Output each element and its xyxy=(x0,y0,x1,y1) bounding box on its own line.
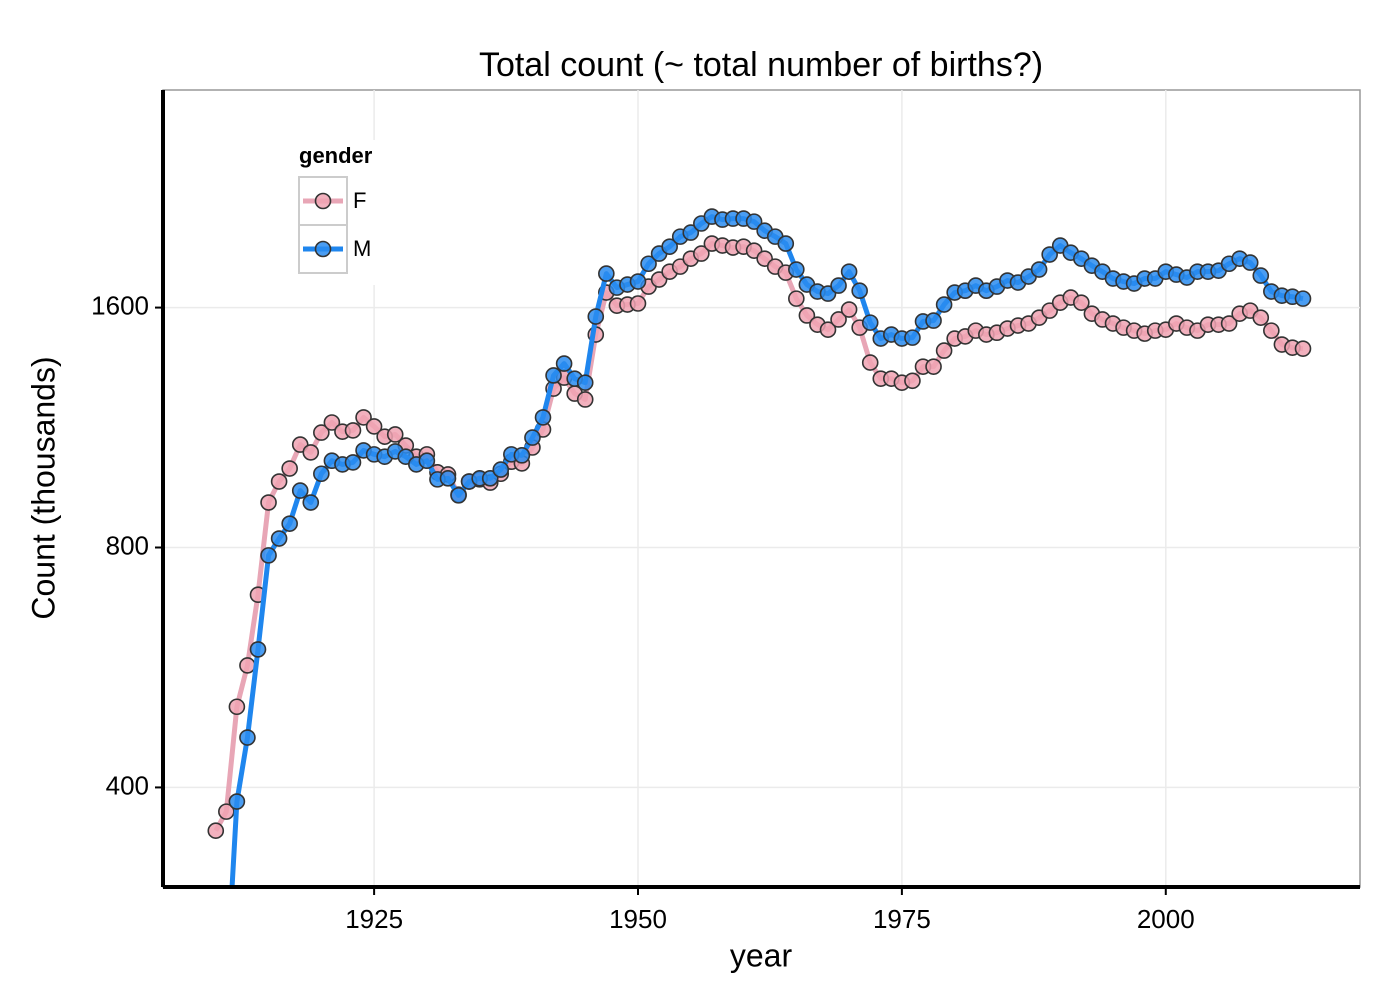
data-point xyxy=(418,452,436,470)
data-point xyxy=(925,358,942,375)
chart-title: Total count (~ total number of births?) xyxy=(479,46,1043,84)
data-point xyxy=(1294,340,1312,357)
data-point xyxy=(819,321,837,338)
marks xyxy=(207,208,1312,996)
data-point xyxy=(598,265,615,282)
data-point xyxy=(281,515,298,532)
data-point xyxy=(745,213,763,230)
data-point xyxy=(313,424,330,441)
data-point xyxy=(302,494,320,511)
x-tick-label: 1950 xyxy=(609,904,667,934)
data-point xyxy=(281,460,298,477)
data-point xyxy=(1030,261,1048,278)
data-point xyxy=(851,282,868,299)
data-point xyxy=(555,355,573,372)
data-point xyxy=(1252,267,1270,284)
data-point xyxy=(249,641,267,658)
data-point xyxy=(545,367,562,384)
data-point xyxy=(935,342,953,359)
data-point xyxy=(1041,246,1058,263)
data-point xyxy=(323,414,341,431)
data-point xyxy=(228,793,246,810)
x-tick-label: 1925 xyxy=(345,904,403,934)
data-point xyxy=(207,822,225,839)
data-point xyxy=(313,465,330,483)
legend-label: M xyxy=(353,236,371,261)
data-point xyxy=(260,494,277,511)
data-point xyxy=(904,372,921,390)
y-axis-label: Count (thousands) xyxy=(25,356,61,619)
data-point xyxy=(840,301,858,318)
data-point xyxy=(270,530,288,547)
data-point xyxy=(682,224,700,241)
data-point xyxy=(904,329,921,346)
y-tick-label: 1600 xyxy=(91,290,149,320)
data-point xyxy=(239,729,256,746)
data-point xyxy=(788,290,805,307)
data-point xyxy=(481,470,499,487)
y-tick-label: 400 xyxy=(106,770,149,800)
data-point xyxy=(640,255,657,273)
data-point xyxy=(693,245,710,262)
data-point xyxy=(492,461,510,478)
data-point xyxy=(386,426,404,443)
data-point xyxy=(576,374,594,391)
data-point xyxy=(260,547,277,564)
data-point xyxy=(439,470,457,487)
legend-point xyxy=(314,240,332,258)
legend-title: gender xyxy=(299,143,373,168)
data-point xyxy=(1220,315,1238,332)
data-point xyxy=(629,273,647,290)
x-tick-label: 1975 xyxy=(873,904,931,934)
data-point xyxy=(344,454,362,471)
data-point xyxy=(291,482,309,499)
data-point xyxy=(219,981,234,996)
data-point xyxy=(830,311,847,328)
data-point xyxy=(524,429,541,446)
data-point xyxy=(513,447,531,464)
x-tick-label: 2000 xyxy=(1137,904,1195,934)
data-point xyxy=(302,444,320,461)
data-point xyxy=(1263,322,1280,339)
data-point xyxy=(861,314,879,331)
legend: gender FM xyxy=(293,140,401,285)
grid xyxy=(163,90,1360,887)
data-point xyxy=(228,698,246,716)
data-point xyxy=(344,422,362,439)
data-point xyxy=(777,235,795,252)
data-point xyxy=(355,409,372,426)
data-point xyxy=(1241,254,1259,271)
data-point xyxy=(830,277,847,294)
data-point xyxy=(1073,294,1090,311)
data-point xyxy=(798,307,816,324)
data-point xyxy=(629,295,647,312)
data-point xyxy=(840,263,858,280)
data-point xyxy=(925,312,942,329)
data-point xyxy=(661,238,678,255)
data-point xyxy=(450,487,467,504)
y-tick-label: 800 xyxy=(106,530,149,560)
x-axis-label: year xyxy=(730,937,793,973)
legend-label: F xyxy=(353,188,366,213)
data-point xyxy=(587,308,605,325)
data-point xyxy=(935,296,953,313)
data-point xyxy=(861,354,879,371)
data-point xyxy=(1252,309,1270,326)
ticks: 400 800 1600 1925 1950 1975 2000 xyxy=(91,290,1195,933)
data-point xyxy=(1294,290,1312,307)
data-point xyxy=(534,409,552,426)
data-point xyxy=(576,391,594,408)
data-point xyxy=(365,418,383,435)
data-point xyxy=(270,473,288,490)
data-point xyxy=(788,261,805,278)
data-point xyxy=(239,657,256,674)
legend-point xyxy=(314,192,332,210)
